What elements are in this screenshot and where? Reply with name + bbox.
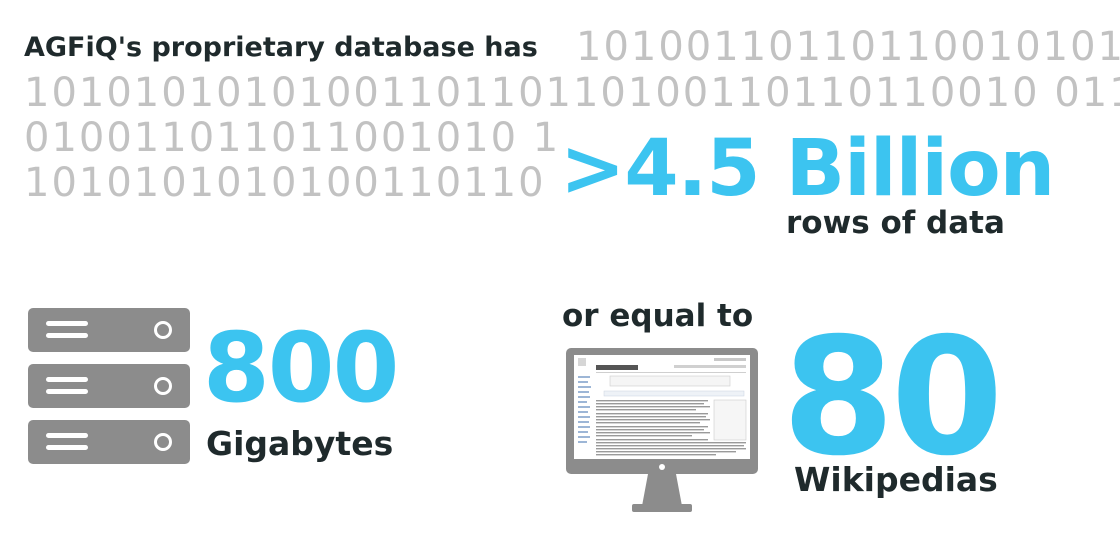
binary-row-1: 10100110110110010101	[576, 24, 1120, 70]
storage-unit: Gigabytes	[206, 424, 394, 463]
monitor-wikipedia-icon	[566, 348, 758, 512]
binary-row-4: 1010101010100110110	[24, 160, 546, 206]
rows-caption: rows of data	[786, 205, 1005, 241]
comparison-value: 80	[782, 304, 1003, 492]
storage-value: 800	[203, 312, 399, 424]
binary-row-2: 1010101010100110110110100110110110010 01…	[24, 70, 1120, 116]
rows-big-number: >4.5 Billion	[560, 124, 1055, 214]
binary-row-3: 010011011011001010 1	[24, 115, 561, 161]
comparison-unit: Wikipedias	[794, 460, 998, 499]
headline-intro: AGFiQ's proprietary database has	[24, 32, 538, 63]
comparison-lead: or equal to	[562, 298, 754, 334]
